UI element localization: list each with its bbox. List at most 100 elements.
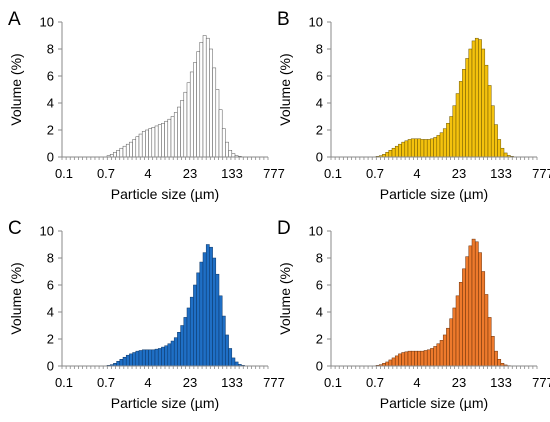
y-tick-label: 10 <box>40 15 54 30</box>
bar <box>494 124 498 158</box>
bar <box>478 39 482 158</box>
y-tick-label: 8 <box>316 42 323 57</box>
bar <box>218 295 223 367</box>
bar <box>205 37 210 158</box>
bar <box>442 334 447 367</box>
bar <box>481 271 486 367</box>
y-tick-label: 4 <box>47 96 54 111</box>
bar <box>189 296 194 367</box>
bar <box>180 325 185 367</box>
x-tick-label: 4 <box>144 166 151 181</box>
bar <box>145 349 149 367</box>
bar <box>436 343 441 367</box>
bar <box>420 350 425 367</box>
bar <box>221 315 226 367</box>
bar <box>148 349 153 367</box>
bar <box>462 69 466 158</box>
x-tick-label: 0.7 <box>366 375 384 390</box>
x-tick-label: 0.1 <box>324 166 342 181</box>
bar <box>394 355 399 367</box>
bar <box>205 244 210 367</box>
bar <box>404 140 409 158</box>
bar <box>394 145 399 158</box>
bar <box>138 133 143 158</box>
bar <box>474 37 479 158</box>
bar <box>129 353 133 367</box>
bar <box>141 131 146 158</box>
bar <box>145 129 149 158</box>
bar <box>167 343 172 367</box>
bar <box>164 345 169 367</box>
bar <box>401 141 406 158</box>
y-tick-label: 8 <box>316 251 323 266</box>
bar <box>436 135 441 158</box>
bar <box>410 350 415 367</box>
bar <box>212 257 217 367</box>
bar <box>455 295 460 367</box>
bar <box>407 139 412 158</box>
bar <box>487 317 492 367</box>
bar <box>471 40 476 158</box>
bar <box>141 349 146 367</box>
y-tick-label: 4 <box>316 96 323 111</box>
y-tick-label: 0 <box>47 150 54 165</box>
x-axis-title: Particle size (µm) <box>380 395 488 411</box>
panel-label: D <box>277 218 291 239</box>
bar <box>125 354 130 367</box>
chart-panel-a: A 0 2 4 6 8 10 0.1 0.7 4 23 133 777 Particle size (µm… <box>8 9 285 202</box>
x-tick-label: 133 <box>221 166 243 181</box>
bar <box>452 307 457 367</box>
bar <box>196 272 201 367</box>
x-tick-label: 0.1 <box>55 166 73 181</box>
y-tick-label: 2 <box>316 123 323 138</box>
bar <box>209 246 213 367</box>
bar <box>442 128 447 158</box>
y-tick-label: 10 <box>40 224 54 239</box>
bar <box>202 252 207 367</box>
bar <box>449 116 454 158</box>
bar <box>151 349 156 367</box>
bar <box>423 139 428 158</box>
bar-series <box>106 35 242 158</box>
bar <box>458 81 463 158</box>
panel-label: C <box>8 218 22 239</box>
bar <box>215 89 220 158</box>
y-tick-label: 6 <box>316 69 323 84</box>
x-axis-title: Particle size (µm) <box>380 186 488 202</box>
y-tick-label: 6 <box>47 278 54 293</box>
bar <box>135 350 140 367</box>
bar <box>490 336 495 367</box>
bar <box>401 352 406 367</box>
y-tick-label: 0 <box>316 359 323 374</box>
bar <box>183 91 188 158</box>
bar <box>484 64 489 158</box>
bar <box>474 241 479 367</box>
bar <box>500 147 505 158</box>
bar <box>420 139 425 158</box>
bar <box>122 145 127 158</box>
y-tick-label: 2 <box>47 332 54 347</box>
bar <box>458 282 463 367</box>
bar <box>225 141 229 158</box>
bar <box>183 317 188 367</box>
bar <box>116 361 121 367</box>
y-tick-label: 2 <box>316 332 323 347</box>
bar <box>199 42 204 158</box>
x-tick-label: 777 <box>263 375 285 390</box>
x-tick-label: 0.7 <box>97 375 115 390</box>
bar <box>177 332 181 367</box>
bar <box>478 252 482 367</box>
y-tick-label: 8 <box>47 251 54 266</box>
y-tick-label: 10 <box>309 224 323 239</box>
x-tick-label: 4 <box>144 375 151 390</box>
x-tick-label: 0.7 <box>366 166 384 181</box>
x-tick-label: 23 <box>452 375 466 390</box>
bar <box>398 143 402 158</box>
bar <box>385 361 390 367</box>
bar <box>497 139 502 158</box>
bar <box>494 350 498 367</box>
bar <box>398 353 402 367</box>
x-tick-label: 23 <box>452 166 466 181</box>
x-tick-label: 4 <box>413 375 420 390</box>
